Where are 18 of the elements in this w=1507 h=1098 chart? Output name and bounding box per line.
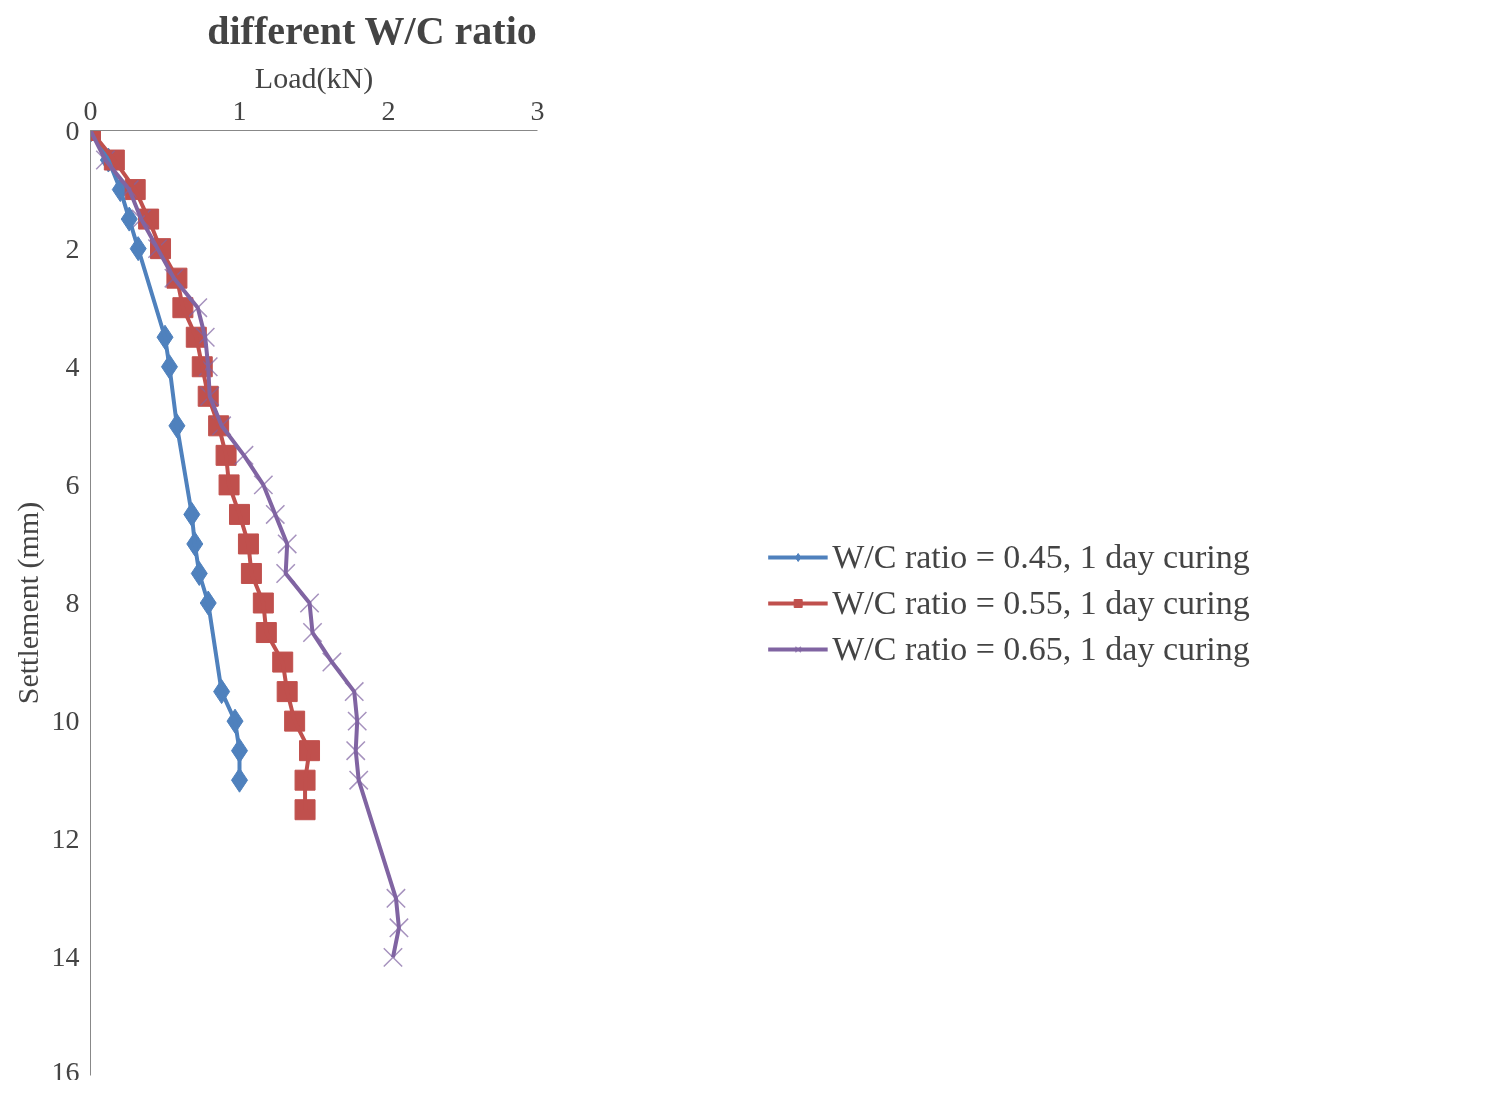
legend-label: W/C ratio = 0.45, 1 day curing [832,536,1250,577]
y-tick-label: 12 [51,823,80,855]
legend-label: W/C ratio = 0.65, 1 day curing [832,628,1250,669]
x-tick-label: 3 [530,94,545,126]
x-axis-title: Load(kN) [254,60,374,95]
y-tick-label: 14 [51,941,80,973]
y-tick-label: 16 [51,1055,80,1087]
x-tick-label: 2 [381,94,396,126]
y-tick-label: 6 [65,468,80,500]
y-tick-label: 8 [65,587,80,618]
legend-label: W/C ratio = 0.55, 1 day curing [832,582,1250,623]
y-axis-title: Settlement (mm) [10,501,45,705]
y-tick-label: 0 [65,114,80,146]
y-tick-label: 4 [65,350,80,382]
y-tick-label: 10 [51,705,80,737]
x-tick-label: 1 [232,94,247,126]
chart-title: different W/C ratio [207,7,537,53]
y-tick-label: 2 [65,232,80,264]
